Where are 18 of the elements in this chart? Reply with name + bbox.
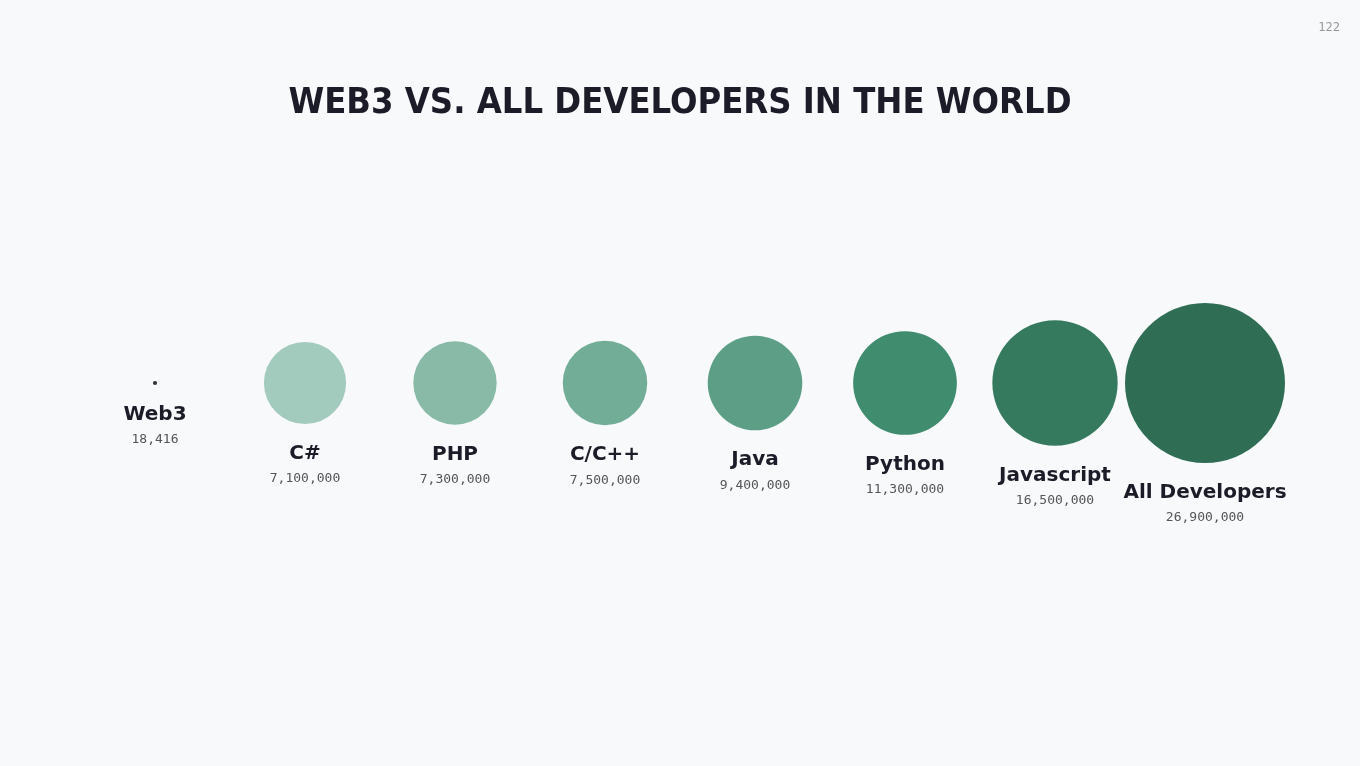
- category-label: Javascript: [997, 461, 1112, 486]
- data-label: 7,100,000: [269, 470, 341, 486]
- text: WEB3 VS. ALL DEVELOPERS IN THE WORLD: [287, 80, 1073, 121]
- data-label: 7,500,000: [569, 471, 641, 487]
- data-label: 18,416: [131, 431, 179, 447]
- category-label: All Developers: [1123, 479, 1287, 504]
- category-label: Java: [729, 446, 779, 471]
- category-label: C/C++: [569, 441, 641, 466]
- category-label: PHP: [431, 440, 479, 465]
- text: 122: [1318, 20, 1340, 34]
- data-label: 26,900,000: [1165, 509, 1245, 525]
- category-label: C#: [289, 440, 321, 465]
- category-label: Python: [865, 451, 945, 476]
- data-label: 11,300,000: [865, 481, 945, 497]
- data-label: 16,500,000: [1015, 492, 1095, 508]
- category-label: Web3: [123, 401, 187, 426]
- data-label: 7,300,000: [419, 471, 491, 487]
- data-label: 9,400,000: [719, 476, 791, 492]
